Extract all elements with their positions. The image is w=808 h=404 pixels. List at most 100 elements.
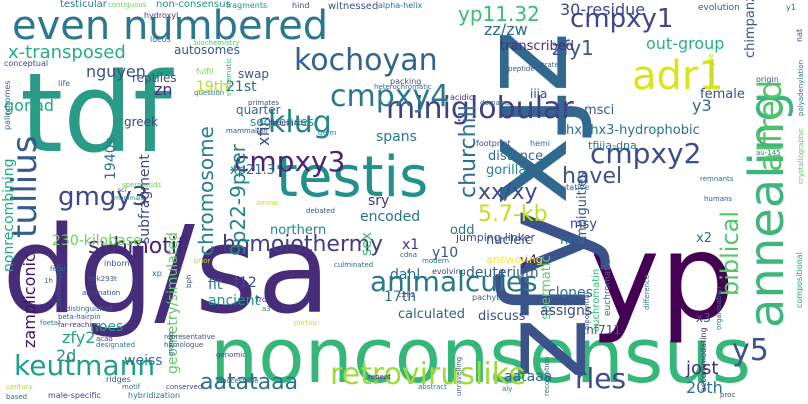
cloud-word: inaccessible: [216, 377, 259, 385]
cloud-word: churchill: [456, 105, 481, 198]
cloud-word: zfy2: [62, 328, 96, 347]
cloud-word: prior: [194, 257, 211, 265]
cloud-word: hybridization: [128, 391, 181, 400]
cloud-word: 17th: [384, 289, 417, 305]
cloud-word: nonconsensus: [210, 311, 752, 400]
cloud-word: inborn: [104, 259, 130, 268]
cloud-word: cmpxy4: [330, 79, 450, 114]
cloud-word: mammals: [114, 195, 144, 202]
cloud-word: xp: [152, 269, 162, 278]
cloud-word: odd: [450, 223, 475, 238]
cloud-word: rles: [575, 362, 627, 395]
cloud-word: male-specific: [48, 391, 101, 400]
cloud-word: tfiiia-dna: [588, 139, 637, 152]
cloud-word: sry: [368, 193, 390, 209]
cloud-word: 2d: [56, 346, 77, 365]
cloud-word: foetal: [40, 319, 61, 327]
cloud-word: representative: [164, 333, 216, 341]
cloud-word: portion: [294, 319, 320, 327]
cloud-word: 1h: [44, 277, 53, 285]
cloud-word: ancient: [208, 293, 261, 309]
cloud-word: cmpxy3: [234, 145, 346, 178]
cloud-word: 21st: [226, 79, 257, 95]
cloud-word: witnessed: [328, 1, 379, 12]
cloud-word: sequences: [250, 115, 315, 129]
cloud-word: adr1: [632, 53, 724, 99]
cloud-word: nguyen: [86, 62, 146, 81]
cloud-word: debated: [306, 207, 335, 215]
cloud-word: polyadenylation: [797, 59, 805, 116]
cloud-word: a3: [262, 305, 271, 313]
cloud-word: non-consensus: [156, 0, 231, 10]
cloud-word: y4: [520, 253, 538, 269]
cloud-word: ridges: [106, 375, 131, 384]
cloud-word: msy: [570, 217, 598, 232]
cloud-word: systematic: [225, 57, 233, 96]
cloud-word: acidic: [450, 93, 474, 102]
cloud-word: 5.7-kb: [478, 202, 548, 227]
cloud-word: yp11.32: [458, 2, 540, 26]
cloud-word: repeat: [368, 373, 391, 381]
cloud-word: domains: [480, 99, 510, 107]
cloud-word: aly: [502, 385, 513, 393]
cloud-word: cmpxy1: [570, 4, 674, 34]
cloud-word: difference: [643, 274, 651, 310]
cloud-word: weiss: [124, 353, 163, 369]
cloud-word: gonad: [4, 96, 55, 115]
cloud-word: deuterium: [466, 265, 539, 281]
cloud-word: keutmann: [14, 349, 156, 382]
cloud-word: sci: [118, 187, 127, 194]
cloud-word: motif: [122, 383, 141, 391]
cloud-word: mammalian: [226, 127, 268, 135]
cloud-word: birds: [556, 109, 574, 117]
cloud-word: distinguished: [66, 305, 113, 313]
cloud-word: century: [6, 383, 33, 391]
cloud-word: greek: [124, 115, 159, 129]
cloud-word: primates: [248, 99, 280, 107]
cloud-word: homoiothermy: [222, 232, 384, 257]
cloud-word: 230-kilobase: [52, 233, 142, 249]
cloud-word: nucleic: [486, 233, 532, 248]
cloud-word: footprint: [476, 139, 511, 148]
cloud-word: organisation: [715, 286, 723, 331]
cloud-word: analogue: [707, 53, 715, 86]
cloud-word: clones: [548, 285, 593, 301]
cloud-word: nonrecombining: [1, 158, 17, 272]
cloud-word: c2h2: [398, 291, 416, 299]
cloud-word: putative: [556, 183, 590, 192]
cloud-word: tdf: [20, 49, 172, 177]
cloud-word: discuss: [478, 309, 526, 324]
cloud-word: amino: [256, 199, 278, 207]
cloud-word: msci: [584, 103, 615, 118]
cloud-word: au-145: [756, 149, 781, 157]
cloud-word: alternation: [82, 289, 121, 297]
cloud-word: encoded: [360, 209, 421, 225]
cloud-word: nat: [795, 28, 804, 42]
cloud-word: hek293t: [88, 275, 117, 283]
cloud-word: castrated: [530, 61, 564, 69]
cloud-word: kochoyan: [294, 43, 438, 78]
cloud-word: abstract: [418, 383, 447, 391]
cloud-word: 9p22-9pter: [226, 144, 250, 256]
cloud-word: aataaa: [504, 369, 553, 385]
cloud-word: chromosome: [194, 126, 218, 256]
cloud-word: transcribed: [500, 39, 575, 54]
cloud-word: homologous: [55, 263, 63, 306]
cloud-word: answering: [486, 253, 543, 266]
cloud-word: genomic: [216, 351, 247, 359]
cloud-word: evolution: [698, 3, 740, 13]
cloud-word: x1: [402, 237, 420, 253]
cloud-word: hemi: [530, 139, 551, 148]
cloud-word: frog: [256, 295, 272, 304]
cloud-word: jumping-linker: [456, 231, 536, 244]
cloud-word: euchromatic: [603, 259, 613, 316]
cloud-word: germ: [318, 129, 337, 137]
cloud-word: xp21.3: [230, 163, 275, 178]
cloud-word: designated: [96, 341, 136, 349]
cloud-word: aatataaa: [200, 370, 299, 395]
cloud-word: testicular: [60, 0, 107, 10]
cloud-word: origin: [756, 75, 779, 84]
cloud-word: hx4hx3-hydrophobic: [566, 123, 700, 138]
cloud-word: alfred: [751, 79, 789, 172]
cloud-word: far-reaching: [58, 321, 101, 329]
